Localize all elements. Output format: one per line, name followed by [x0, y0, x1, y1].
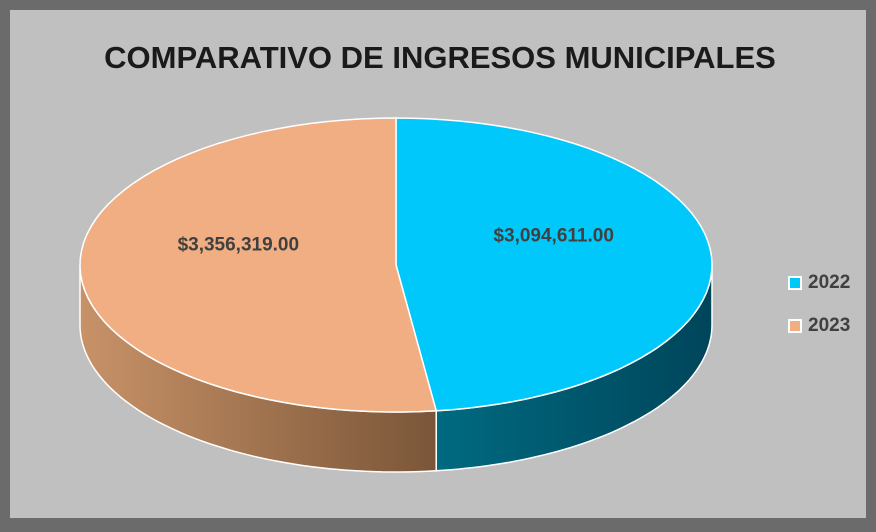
legend-swatch — [788, 319, 802, 333]
data-label: $3,356,319.00 — [178, 235, 300, 256]
legend-swatch — [788, 276, 802, 290]
chart-title: COMPARATIVO DE INGRESOS MUNICIPALES — [104, 40, 776, 75]
pie-slice — [79, 117, 438, 413]
legend-label: 2023 — [808, 315, 850, 336]
data-label: $3,094,611.00 — [493, 225, 613, 246]
legend-label: 2022 — [808, 272, 850, 293]
pie-slice — [395, 117, 713, 412]
